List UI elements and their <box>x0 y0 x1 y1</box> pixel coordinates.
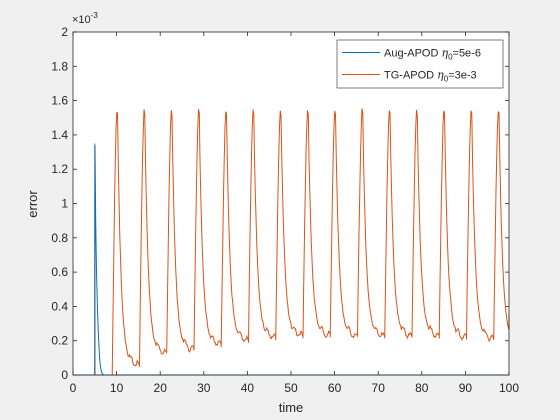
y-tick-label: 0.6 <box>51 265 68 279</box>
x-axis-label: time <box>279 400 304 415</box>
y-tick-label: 0 <box>61 368 68 382</box>
x-tick-label: 40 <box>241 381 255 395</box>
legend: Aug-APOD η0=5e-6 TG-APOD η0=3e-3 <box>336 39 504 89</box>
y-exponent-label: ×10-3 <box>72 11 98 26</box>
series-line-tg-apod <box>73 108 510 376</box>
y-tick-label: 1.6 <box>51 94 68 108</box>
y-tick-label: 1 <box>61 197 68 211</box>
y-tick-label: 1.2 <box>51 162 68 176</box>
plot-area <box>73 32 509 375</box>
x-tick-label: 30 <box>197 381 211 395</box>
y-tick-label: 1.8 <box>51 59 68 73</box>
x-tick-label: 80 <box>415 381 429 395</box>
x-tick-label: 50 <box>284 381 298 395</box>
y-tick-label: 2 <box>61 25 68 39</box>
legend-label-aug-apod: Aug-APOD η0=5e-6 <box>384 47 481 62</box>
x-tick-label: 100 <box>499 381 519 395</box>
y-axis-ticks: 0 0.2 0.4 0.6 0.8 1 1.2 1.4 1.6 1.8 2 <box>51 25 509 382</box>
legend-label-tg-apod: TG-APOD η0=3e-3 <box>384 69 477 84</box>
x-tick-label: 10 <box>110 381 124 395</box>
x-tick-label: 90 <box>459 381 473 395</box>
x-tick-label: 0 <box>70 381 77 395</box>
series-layer <box>73 108 510 376</box>
x-tick-label: 20 <box>154 381 168 395</box>
y-tick-label: 1.4 <box>51 128 68 142</box>
y-tick-label: 0.2 <box>51 334 68 348</box>
x-tick-label: 70 <box>372 381 386 395</box>
y-axis-label: error <box>25 190 40 218</box>
x-tick-label: 60 <box>328 381 342 395</box>
legend-box <box>336 39 504 89</box>
axes-box <box>72 31 510 376</box>
series-line-aug-apod <box>73 145 509 376</box>
x-axis-ticks: 0 10 20 30 40 50 60 70 80 90 100 <box>70 32 519 395</box>
y-tick-label: 0.8 <box>51 231 68 245</box>
y-tick-label: 0.4 <box>51 299 68 313</box>
